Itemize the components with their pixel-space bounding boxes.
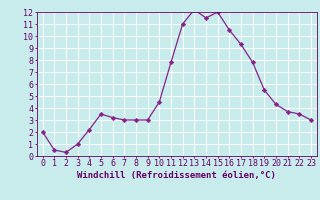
X-axis label: Windchill (Refroidissement éolien,°C): Windchill (Refroidissement éolien,°C) (77, 171, 276, 180)
